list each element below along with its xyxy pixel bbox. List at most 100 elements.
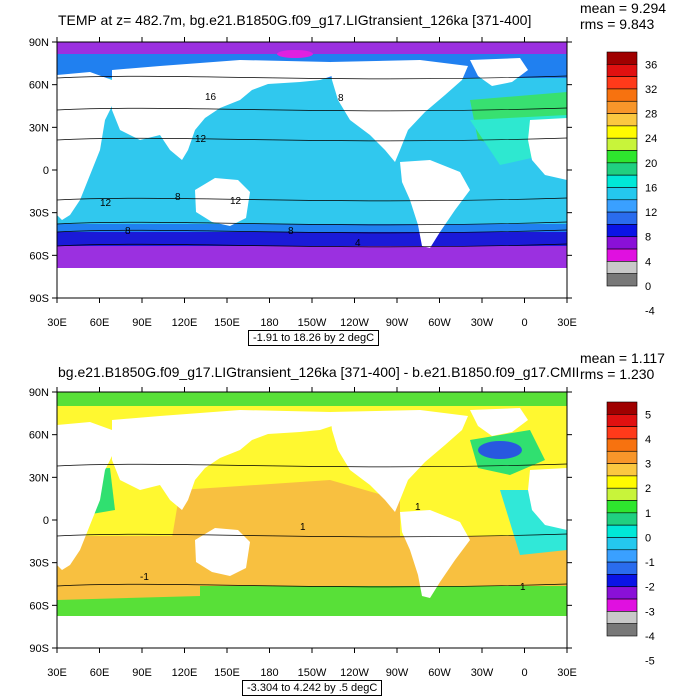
land-mass <box>112 60 335 160</box>
colorbar-label: 0 <box>645 281 651 293</box>
lon-label: 60W <box>428 667 451 679</box>
panel-1-rms: rms = 9.843 <box>580 16 655 32</box>
colorbar-label: -5 <box>645 656 655 668</box>
contour-line <box>57 243 567 248</box>
colorbar-label: 1 <box>645 508 651 520</box>
colorbar-swatch <box>606 137 638 151</box>
contour-line <box>57 583 567 588</box>
contour-line <box>57 229 567 234</box>
panel-1-map: 8 12 16 12 12 8 8 4 8 90N 60N 30N 0 30S 60S 90S 30E 60E 90… <box>29 37 657 329</box>
contour-label: 4 <box>355 238 361 249</box>
lon-label: 30W <box>471 317 494 329</box>
colorbar-swatch <box>606 611 638 624</box>
colorbar-label: -1 <box>645 557 655 569</box>
lon-label: 30E <box>557 667 577 679</box>
lat-label: 60S <box>29 250 49 262</box>
land-mass <box>112 410 335 510</box>
colorbar-swatch <box>606 187 638 201</box>
contour-label: 1 <box>520 582 526 593</box>
lon-label: 30E <box>47 667 67 679</box>
contour-line <box>57 197 567 202</box>
lon-label: 120W <box>340 317 369 329</box>
panel-1-title: TEMP at z= 482.7m, bg.e21.B1850G.f09_g17… <box>58 12 532 28</box>
contour-label: -1 <box>140 572 149 583</box>
pacific-warm-anomaly <box>170 480 400 585</box>
colorbar-swatch <box>606 64 638 77</box>
anomaly-band <box>57 392 567 406</box>
land-mass <box>57 72 115 220</box>
lat-label: 90N <box>29 37 49 49</box>
colorbar-swatch <box>606 261 638 274</box>
contour-line <box>57 137 567 142</box>
colorbar-swatch <box>606 426 638 440</box>
colorbar-swatch <box>606 438 638 452</box>
colorbar-swatch <box>606 450 638 464</box>
lon-label: 0 <box>521 667 527 679</box>
colorbar-swatch <box>606 76 638 90</box>
colorbar-label: 12 <box>645 207 657 219</box>
land-mass <box>528 118 567 180</box>
sst-band <box>57 232 567 246</box>
lat-label: 30N <box>29 122 49 134</box>
lat-label: 60S <box>29 600 49 612</box>
antarctica-land <box>57 268 567 298</box>
colorbar-swatch <box>606 211 638 225</box>
panel-2-rms: rms = 1.230 <box>580 366 655 382</box>
southern-warm-anomaly <box>57 572 200 600</box>
colorbar-swatch <box>606 224 638 238</box>
ocean-field: -1 1 1 1 <box>57 392 567 648</box>
contour-label: 8 <box>288 226 294 237</box>
colorbar-swatch <box>606 512 638 526</box>
contour-label: 16 <box>205 92 217 103</box>
lon-label: 180 <box>260 667 278 679</box>
lon-label: 30E <box>47 317 67 329</box>
colorbar-swatch <box>606 487 638 501</box>
colorbar-swatch <box>606 524 638 538</box>
lat-label: 90S <box>29 643 49 655</box>
land-mass <box>528 468 567 530</box>
lat-label: 90S <box>29 293 49 305</box>
land-mass <box>400 160 470 248</box>
colorbar-label: -3 <box>645 606 655 618</box>
colorbar-swatch <box>606 100 638 114</box>
contour-label: 8 <box>125 226 131 237</box>
polar-minimum <box>277 50 313 58</box>
colorbar-label: 24 <box>645 133 657 145</box>
colorbar-swatch <box>606 537 638 551</box>
panel-2-range: -3.304 to 4.242 by .5 degC <box>242 680 383 696</box>
colorbar-label: -4 <box>645 631 655 643</box>
colorbar-swatch <box>606 561 638 575</box>
lon-label: 30W <box>471 667 494 679</box>
lon-label: 120W <box>340 667 369 679</box>
land-mass <box>400 510 470 598</box>
contour-line <box>57 463 567 468</box>
lat-label: 60N <box>29 430 49 442</box>
colorbar-swatch <box>606 475 638 489</box>
colorbar-swatch <box>606 162 638 176</box>
colorbar-swatch <box>606 248 638 262</box>
lon-label: 90W <box>386 667 409 679</box>
sst-band <box>57 224 567 232</box>
colorbar-swatch <box>606 113 638 127</box>
colorbar-label: -2 <box>645 582 655 594</box>
colorbar-swatch <box>606 574 638 588</box>
antarctica-land <box>57 618 567 648</box>
lat-label: 60N <box>29 80 49 92</box>
contour-label: 1 <box>300 522 306 533</box>
lon-label: 150W <box>298 667 327 679</box>
contour-line <box>57 75 567 80</box>
sst-band <box>57 200 567 224</box>
contour-label: 12 <box>230 196 242 207</box>
land-mass <box>57 422 115 570</box>
lon-label: 90W <box>386 317 409 329</box>
lon-label: 150W <box>298 317 327 329</box>
contour-label: 12 <box>195 134 207 145</box>
atlantic-cold-core <box>478 441 522 459</box>
colorbar-label: 32 <box>645 84 657 96</box>
lon-label: 150E <box>214 667 240 679</box>
panel-2-mean: mean = 1.117 <box>580 350 665 366</box>
contour-label: 8 <box>338 93 344 104</box>
lat-label: 0 <box>43 515 49 527</box>
colorbar-label: 8 <box>645 232 651 244</box>
